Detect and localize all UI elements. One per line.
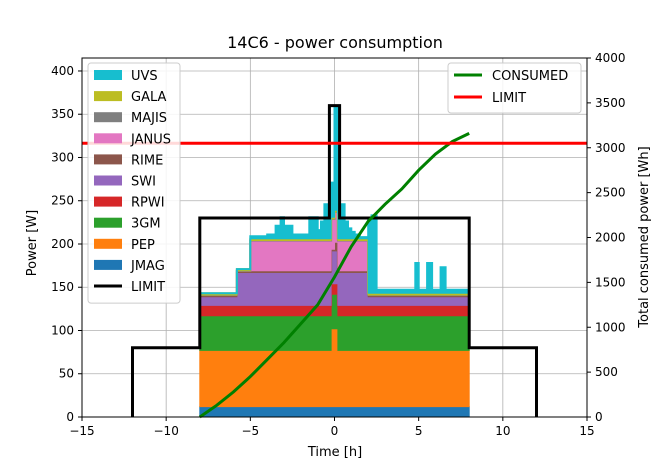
legend-swatch-swi [94,175,122,186]
legend-label-janus: JANUS [130,132,171,147]
x-tick-label: 0 [331,424,339,438]
y2-tick-label: 1000 [595,320,626,334]
legend-swatch-majis [94,112,122,123]
x-tick-label: 5 [415,424,423,438]
x-tick-label: −5 [241,424,259,438]
legend-label-3gm: 3GM [131,217,161,232]
x-tick-label: 10 [495,424,510,438]
y-tick-label: 250 [51,194,74,208]
y2-tick-label: 1500 [595,275,626,289]
limit-power-line [131,104,538,417]
stacked-areas [199,105,470,418]
y-tick-label: 50 [59,367,74,381]
legend-left: UVS GALA MAJIS JANUS RIME SWI RPWI 3GM PEP JMAG LI… [87,62,181,304]
legend-label-jmag: JMAG [130,259,165,274]
x-tick-label: −10 [154,424,179,438]
legend-label-rime: RIME [131,153,163,168]
y2-tick-label: 3500 [595,96,626,110]
legend-label-pep: PEP [131,238,155,253]
x-axis-label: Time [h] [307,445,362,460]
y2-tick-label: 2000 [595,231,626,245]
legend-swatch-pep [94,238,122,249]
consumed-energy-line [198,132,470,419]
y-tick-label: 350 [51,107,74,121]
y-tick-label: 100 [51,323,74,337]
x-tick-label: −15 [69,424,94,438]
y2-tick-label: 500 [595,365,618,379]
axes: −15 −10 −5 0 5 10 1505010015020025030035040005… [51,51,625,438]
legend-label-limit: LIMIT [131,280,165,295]
y-axis-label: Power [W] [25,210,40,276]
y2-tick-label: 0 [595,410,603,424]
legend-label-swi: SWI [131,175,156,190]
area-jmag [199,406,470,418]
legend-label-majis: MAJIS [131,111,167,126]
legend-swatch-uvs [94,70,122,80]
legend-swatch-janus [94,133,122,144]
legend-label-uvs: UVS [131,69,158,84]
x-tick-label: 15 [579,424,594,438]
legend-swatch-3gm [94,217,122,228]
y2-tick-label: 3000 [595,141,626,155]
y2-tick-label: 4000 [595,51,626,65]
y-tick-label: 400 [51,64,74,78]
legend-swatch-gala [94,91,122,102]
y-tick-label: 0 [66,410,74,424]
y-tick-label: 150 [51,280,74,294]
y2-tick-label: 2500 [595,186,626,200]
legend-label-consumed: CONSUMED [492,69,568,84]
y2-axis-label: Total consumed power [Wh] [637,146,652,328]
legend-label-rpwi: RPWI [131,196,165,211]
y-tick-label: 200 [51,237,74,251]
legend-swatch-rpwi [94,196,122,207]
chart-title: 14C6 - power consumption [227,33,443,52]
legend-right: CONSUMED LIMIT [447,62,582,114]
legend-label-gala: GALA [131,90,167,105]
legend-swatch-rime [94,154,122,165]
legend-label-limit-energy: LIMIT [492,91,526,106]
y-tick-label: 300 [51,150,74,164]
legend-swatch-jmag [94,259,122,270]
